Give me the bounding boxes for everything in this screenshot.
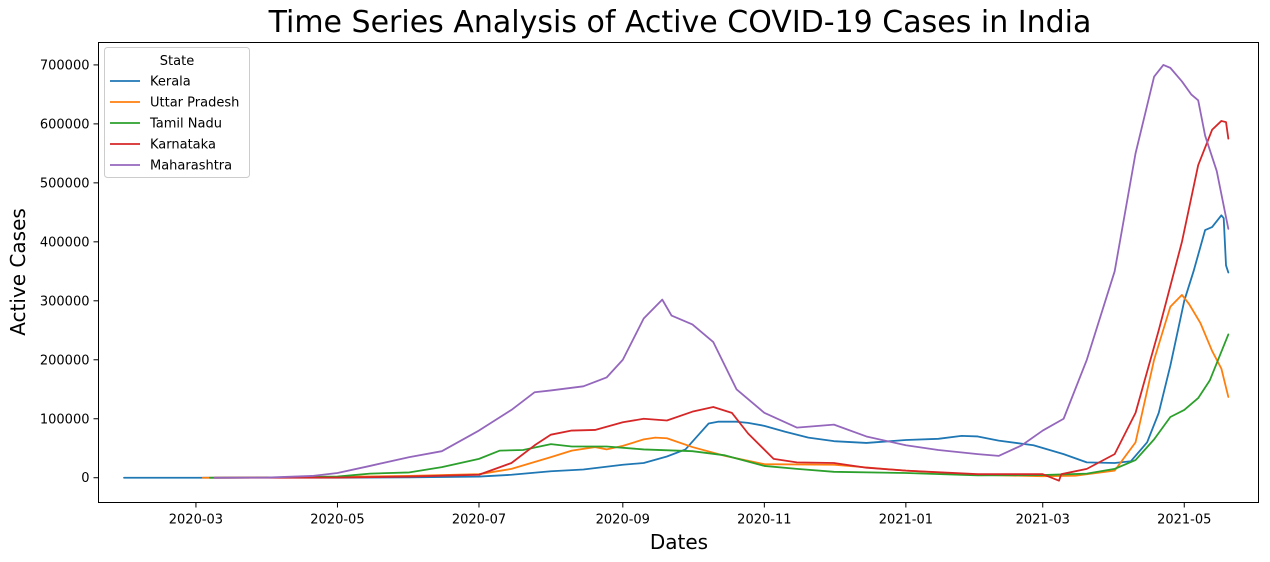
legend-label: Tamil Nadu: [149, 117, 222, 132]
y-axis-title: Active Cases: [6, 208, 30, 336]
y-tick-label: 600000: [40, 117, 90, 132]
plot-frame: [98, 42, 1259, 503]
plot-area: [123, 64, 1230, 482]
legend-label: Maharashtra: [150, 159, 232, 174]
y-tick-label: 700000: [40, 58, 90, 73]
x-tick-label: 2020-03: [169, 513, 223, 528]
x-tick-label: 2021-01: [879, 513, 933, 528]
chart-title: Time Series Analysis of Active COVID-19 …: [268, 5, 1092, 40]
legend-title: State: [160, 54, 194, 69]
series-line-karnataka: [213, 120, 1230, 482]
series-line-tamil-nadu: [208, 333, 1230, 479]
x-tick-label: 2020-07: [452, 513, 506, 528]
series-line-kerala: [123, 214, 1230, 479]
series-line-maharashtra: [213, 64, 1230, 479]
legend-label: Karnataka: [150, 138, 216, 153]
x-tick-label: 2020-09: [596, 513, 650, 528]
y-tick-label: 100000: [40, 412, 90, 427]
x-tick-label: 2020-11: [737, 513, 791, 528]
y-tick-label: 200000: [40, 353, 90, 368]
legend-label: Uttar Pradesh: [150, 96, 239, 111]
legend-box: [104, 47, 250, 178]
y-axis: 0 100000 200000 300000 400000 500000 600000 700…: [40, 58, 99, 486]
x-tick-label: 2020-05: [310, 513, 364, 528]
y-tick-label: 400000: [40, 235, 90, 250]
y-tick-label: 0: [81, 471, 89, 486]
legend: State Kerala Uttar Pradesh Tamil Nadu Karna…: [104, 47, 250, 178]
y-tick-label: 300000: [40, 294, 90, 309]
x-tick-label: 2021-05: [1157, 513, 1211, 528]
y-tick-label: 500000: [40, 176, 90, 191]
series-layer: [123, 64, 1230, 482]
legend-label: Kerala: [150, 75, 191, 90]
legend-items: Kerala Uttar Pradesh Tamil Nadu Karnataka Ma…: [110, 75, 239, 174]
x-tick-label: 2021-03: [1016, 513, 1070, 528]
series-line-uttar-pradesh: [202, 294, 1230, 479]
x-axis: 2020-03 2020-05 2020-07 2020-09 2020-11 2021-…: [169, 502, 1211, 528]
x-axis-title: Dates: [650, 530, 708, 554]
